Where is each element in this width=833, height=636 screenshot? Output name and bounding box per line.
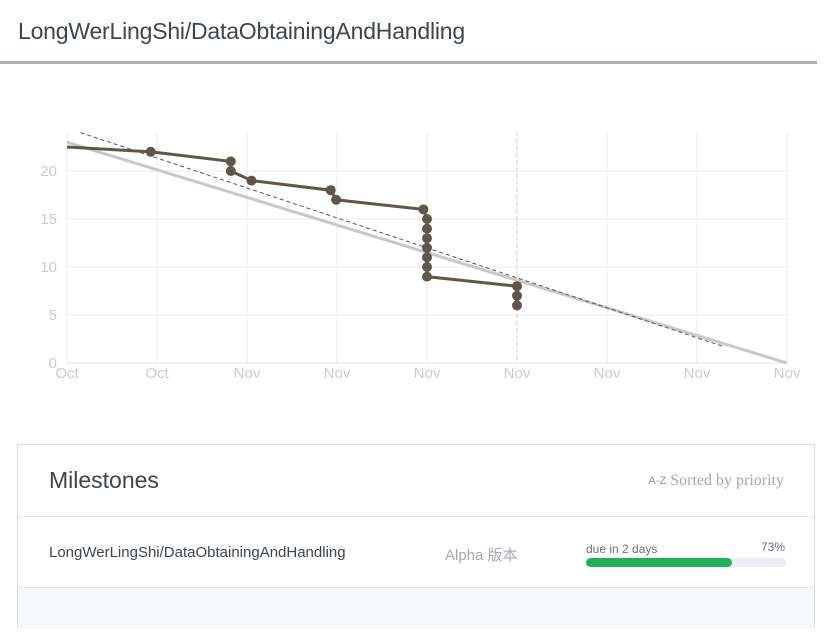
data-point bbox=[331, 194, 342, 205]
y-tick-label: 0 bbox=[49, 355, 57, 372]
page-header: LongWerLingShi/DataObtainingAndHandling bbox=[0, 0, 817, 64]
chart-markers bbox=[145, 146, 522, 311]
repo-title[interactable]: LongWerLingShi/DataObtainingAndHandling bbox=[18, 18, 465, 44]
x-tick-label: Nov bbox=[234, 365, 261, 382]
data-point bbox=[512, 300, 522, 311]
data-point bbox=[418, 204, 429, 215]
data-point bbox=[246, 175, 257, 186]
data-point bbox=[422, 252, 432, 263]
trend-line bbox=[80, 132, 725, 348]
milestone-progress-fill bbox=[586, 558, 732, 567]
milestone-progress-bar bbox=[586, 558, 786, 567]
y-tick-label: 10 bbox=[40, 259, 57, 276]
data-point bbox=[422, 271, 432, 282]
milestone-version: Alpha 版本 bbox=[445, 547, 518, 564]
milestones-header: Milestones A-Z Sorted by priority bbox=[18, 445, 814, 517]
data-point bbox=[512, 290, 522, 301]
data-point bbox=[422, 223, 432, 234]
milestones-title: Milestones bbox=[49, 467, 159, 493]
x-tick-label: Nov bbox=[684, 365, 711, 382]
sort-control[interactable]: A-Z Sorted by priority bbox=[649, 472, 785, 490]
milestone-row[interactable]: LongWerLingShi/DataObtainingAndHandling … bbox=[18, 517, 814, 588]
x-tick-label: Nov bbox=[594, 365, 621, 382]
milestone-name[interactable]: LongWerLingShi/DataObtainingAndHandling bbox=[49, 544, 346, 561]
data-point bbox=[325, 185, 336, 196]
data-point bbox=[422, 262, 432, 272]
burndown-chart: 0 5 10 15 20 Oct Oct Nov Nov Nov Nov Nov Nov Nov bbox=[40, 132, 801, 382]
sort-label: Sorted by priority bbox=[670, 472, 784, 489]
y-tick-label: 5 bbox=[49, 307, 57, 324]
data-point bbox=[145, 146, 156, 157]
y-axis-ticks: 0 5 10 15 20 bbox=[40, 163, 57, 372]
data-point bbox=[422, 214, 432, 224]
x-tick-label: Oct bbox=[55, 365, 79, 382]
x-tick-label: Nov bbox=[324, 365, 351, 382]
x-tick-label: Nov bbox=[774, 365, 801, 382]
milestones-panel: Milestones A-Z Sorted by priority LongWe… bbox=[17, 444, 815, 629]
data-point bbox=[422, 233, 432, 244]
x-tick-label: Nov bbox=[414, 365, 441, 382]
x-tick-label: Nov bbox=[504, 365, 531, 382]
x-axis-ticks: Oct Oct Nov Nov Nov Nov Nov Nov Nov bbox=[55, 365, 801, 382]
data-point bbox=[422, 242, 432, 253]
milestone-due: due in 2 days bbox=[586, 542, 658, 556]
data-point bbox=[225, 156, 236, 167]
data-point bbox=[225, 166, 236, 176]
y-tick-label: 20 bbox=[40, 163, 57, 180]
milestone-percent: 73% bbox=[760, 540, 785, 554]
data-point bbox=[512, 281, 522, 292]
x-tick-label: Oct bbox=[145, 365, 169, 382]
milestones-footer bbox=[18, 588, 814, 629]
sort-az-icon: A-Z bbox=[648, 475, 667, 487]
y-tick-label: 15 bbox=[40, 211, 57, 228]
